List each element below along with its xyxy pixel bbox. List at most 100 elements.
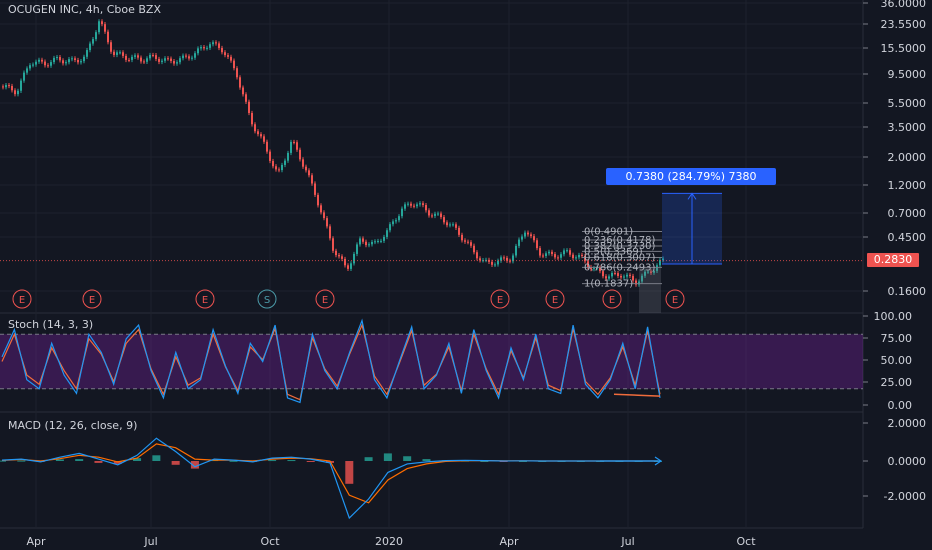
y-tick-label: 0.4500 bbox=[888, 231, 927, 244]
earnings-marker-circle bbox=[257, 289, 277, 309]
price-candle bbox=[89, 43, 91, 51]
price-candle bbox=[170, 58, 172, 62]
price-candle bbox=[191, 57, 193, 59]
macd-histogram-bar bbox=[518, 461, 527, 462]
price-candle bbox=[374, 241, 376, 243]
price-candle bbox=[512, 255, 514, 262]
price-candle bbox=[659, 260, 661, 266]
price-candle bbox=[41, 59, 43, 62]
measure-label[interactable]: 0.7380 (284.79%) 7380 bbox=[606, 168, 776, 185]
price-candle bbox=[116, 52, 118, 55]
price-candle bbox=[257, 131, 259, 135]
price-candle bbox=[152, 54, 154, 56]
earnings-marker: E bbox=[602, 289, 622, 309]
x-tick-label: Apr bbox=[26, 535, 46, 548]
price-candle bbox=[92, 39, 94, 44]
price-candle bbox=[68, 59, 70, 63]
price-candle bbox=[356, 244, 358, 254]
price-candle bbox=[611, 272, 613, 277]
x-tick-label: 2020 bbox=[375, 535, 403, 548]
price-candle bbox=[329, 226, 331, 239]
price-candle bbox=[353, 253, 355, 264]
price-candle bbox=[182, 55, 184, 59]
price-candle bbox=[197, 48, 199, 54]
price-candle bbox=[515, 245, 517, 256]
stoch-d-line bbox=[1, 323, 661, 401]
earnings-marker-circle bbox=[195, 289, 215, 309]
price-candle bbox=[467, 241, 469, 243]
price-candle bbox=[632, 275, 634, 281]
macd-histogram-bar bbox=[171, 461, 180, 465]
price-candle bbox=[95, 32, 97, 40]
price-candle bbox=[458, 227, 460, 235]
earnings-marker-label: E bbox=[609, 295, 615, 306]
fib-level-label: 0.236(0.4178) bbox=[584, 235, 656, 246]
price-candle bbox=[596, 267, 598, 269]
price-candle bbox=[263, 136, 265, 142]
stoch-tick-label: 75.00 bbox=[881, 332, 913, 345]
price-candle bbox=[560, 254, 562, 258]
price-candle bbox=[437, 213, 439, 215]
price-candle bbox=[83, 56, 85, 62]
macd-histogram-bar bbox=[229, 460, 238, 462]
macd-histogram-bar bbox=[306, 461, 315, 462]
price-candle bbox=[185, 55, 187, 57]
macd-histogram-bar bbox=[55, 459, 64, 461]
stoch-tick-label: 50.00 bbox=[881, 354, 913, 367]
macd-histogram-bar bbox=[422, 459, 431, 461]
price-candle bbox=[587, 261, 589, 268]
price-candle bbox=[440, 213, 442, 218]
price-candle bbox=[653, 270, 655, 273]
price-candle bbox=[629, 274, 631, 276]
price-candle bbox=[221, 47, 223, 53]
price-candle bbox=[473, 245, 475, 253]
x-tick-label: Apr bbox=[499, 535, 519, 548]
price-candle bbox=[479, 258, 481, 261]
price-candle bbox=[350, 263, 352, 269]
price-candle bbox=[656, 265, 658, 271]
price-candle bbox=[449, 224, 451, 226]
price-candle bbox=[203, 47, 205, 49]
earnings-marker-circle bbox=[12, 289, 32, 309]
macd-tick-label: -2.0000 bbox=[884, 490, 926, 503]
price-candle bbox=[662, 258, 664, 261]
price-candle bbox=[578, 254, 580, 258]
price-candle bbox=[314, 183, 316, 195]
price-candle bbox=[272, 160, 274, 167]
price-candle bbox=[29, 65, 31, 69]
price-candle bbox=[149, 54, 151, 59]
macd-histogram-bar bbox=[17, 460, 26, 462]
price-candle bbox=[17, 90, 19, 95]
price-candle bbox=[131, 56, 133, 60]
price-candle bbox=[47, 65, 49, 67]
price-candle bbox=[338, 255, 340, 257]
price-candle bbox=[389, 224, 391, 231]
price-candle bbox=[446, 222, 448, 226]
y-tick-label: 3.5000 bbox=[888, 121, 927, 134]
price-candle bbox=[332, 238, 334, 251]
price-candle bbox=[518, 239, 520, 246]
price-candle bbox=[101, 21, 103, 25]
price-candle bbox=[23, 72, 25, 81]
price-candle bbox=[431, 215, 433, 217]
y-tick-label: 0.7000 bbox=[888, 207, 927, 220]
price-candle bbox=[317, 194, 319, 206]
price-candle bbox=[404, 204, 406, 209]
price-candle bbox=[503, 257, 505, 259]
symbol-title: OCUGEN INC, 4h, Cboe BZX bbox=[8, 3, 161, 16]
price-candle bbox=[539, 248, 541, 256]
price-candle bbox=[650, 271, 652, 273]
price-candle bbox=[365, 241, 367, 246]
price-candle bbox=[77, 59, 79, 63]
earnings-marker: E bbox=[315, 289, 335, 309]
price-candle bbox=[65, 62, 67, 64]
earnings-marker: E bbox=[12, 289, 32, 309]
price-candle bbox=[11, 86, 13, 91]
price-candle bbox=[590, 267, 592, 270]
price-candle bbox=[380, 240, 382, 242]
price-candle bbox=[626, 274, 628, 277]
fib-level-label: 0.382(0.3730) bbox=[584, 241, 656, 252]
price-candle bbox=[617, 273, 619, 276]
